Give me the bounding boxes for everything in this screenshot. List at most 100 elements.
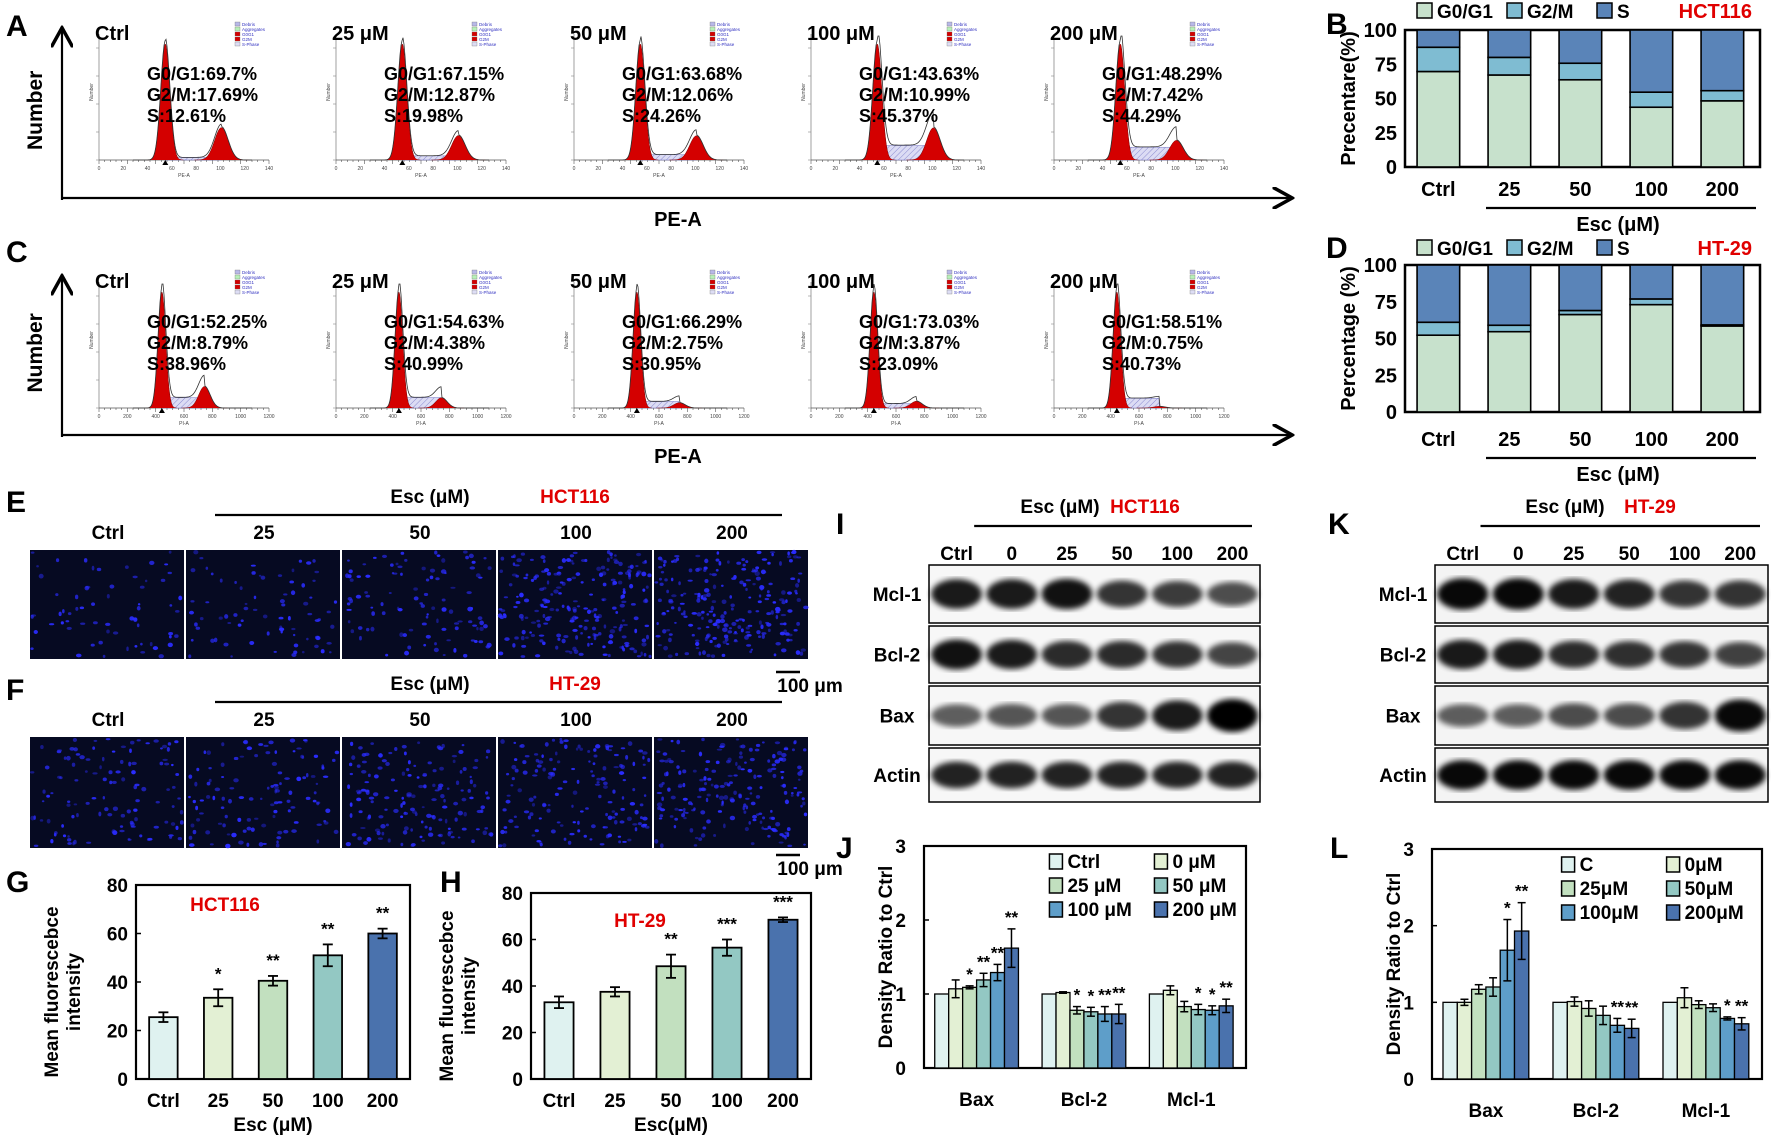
y-tick-label: 0	[512, 1070, 523, 1091]
nucleus	[437, 834, 441, 837]
bar-s	[1487, 29, 1532, 59]
protein-band	[1659, 701, 1711, 730]
nucleus	[580, 631, 583, 635]
nucleus	[755, 795, 761, 799]
nucleus	[642, 588, 646, 592]
nucleus	[531, 834, 536, 837]
blot-frame	[1434, 747, 1769, 803]
nucleus	[663, 559, 667, 564]
column-label: Ctrl	[92, 710, 125, 731]
nucleus	[361, 769, 367, 774]
nucleus	[136, 739, 141, 742]
x-tick-label: Ctrl	[1421, 429, 1455, 451]
nucleus	[381, 831, 385, 836]
nucleus	[660, 843, 664, 848]
nucleus	[421, 622, 427, 626]
cell-line-label: HT-29	[549, 674, 601, 695]
nucleus	[48, 623, 55, 626]
nucleus	[576, 779, 580, 784]
nucleus	[177, 797, 181, 800]
nucleus	[503, 826, 508, 829]
bar-g0g1	[1629, 106, 1674, 168]
legend-swatch	[709, 284, 716, 290]
nucleus	[755, 743, 761, 748]
nucleus	[659, 814, 664, 818]
nucleus	[283, 829, 289, 834]
nucleus	[401, 796, 405, 800]
nucleus	[739, 580, 744, 585]
nucleus	[704, 578, 709, 583]
nucleus	[589, 838, 593, 841]
treatment-label: 100 μM	[807, 271, 875, 293]
g2m-percent: G2/M:17.69%	[147, 85, 258, 105]
nucleus	[520, 617, 524, 621]
nucleus	[537, 623, 541, 628]
bar	[203, 996, 234, 1080]
bar	[1690, 1003, 1707, 1080]
hist-x-tick: 40	[145, 166, 151, 172]
nucleus	[188, 835, 193, 840]
nucleus	[196, 818, 201, 822]
nucleus	[291, 829, 297, 833]
nucleus	[622, 647, 626, 652]
nucleus	[549, 607, 555, 612]
legend-item: S-Phase	[1197, 42, 1215, 47]
nucleus	[546, 571, 552, 576]
hist-x-tick: 600	[1135, 414, 1144, 420]
nucleus	[500, 829, 505, 835]
nucleus	[129, 820, 134, 825]
nucleus	[791, 748, 795, 752]
nucleus	[719, 784, 725, 788]
nucleus	[754, 571, 760, 576]
nucleus	[450, 835, 455, 839]
nucleus	[482, 830, 488, 836]
protein-band	[1437, 578, 1489, 610]
nucleus	[611, 816, 616, 819]
bar-g0g1	[1558, 313, 1603, 413]
nucleus	[441, 627, 447, 631]
treatment-label: Ctrl	[95, 23, 129, 45]
s-percent: S:40.99%	[384, 354, 463, 374]
nucleus	[517, 788, 523, 793]
nucleus	[274, 750, 278, 755]
significance-marker: *	[1195, 983, 1202, 1002]
nucleus	[795, 583, 800, 588]
lane-label: 25	[1056, 544, 1078, 565]
nucleus	[642, 776, 647, 780]
nucleus	[700, 810, 706, 815]
legend-item: S-Phase	[479, 290, 497, 295]
nucleus	[210, 638, 215, 643]
legend-swatch	[1189, 26, 1196, 32]
nucleus	[654, 581, 659, 584]
nucleus	[326, 610, 331, 614]
nucleus	[598, 794, 602, 799]
nucleus	[702, 597, 707, 601]
nucleus	[134, 783, 140, 787]
bar	[543, 1001, 575, 1080]
nucleus	[514, 825, 519, 829]
fluorescence-image	[186, 549, 340, 659]
nucleus	[206, 750, 212, 755]
nucleus	[91, 602, 96, 606]
nucleus	[704, 782, 708, 786]
nucleus	[675, 652, 679, 657]
protein-band	[1659, 641, 1711, 668]
nucleus	[436, 745, 442, 749]
panel-letter-D: D	[1326, 232, 1348, 265]
nucleus	[133, 808, 138, 812]
hist-x-tick: 20	[833, 166, 839, 172]
nucleus	[436, 618, 439, 624]
nucleus	[199, 556, 204, 560]
nucleus	[444, 572, 447, 575]
nucleus	[291, 653, 297, 657]
hist-x-tick: 20	[358, 166, 364, 172]
nucleus	[723, 795, 729, 800]
histogram-panel: 0 20 40 60 80 100 120 140PE-ANumberDebrisAggreg…	[801, 21, 985, 179]
nucleus	[671, 594, 677, 598]
nucleus	[56, 750, 62, 754]
nucleus	[658, 566, 663, 569]
nucleus	[605, 834, 610, 839]
nucleus	[577, 829, 581, 833]
